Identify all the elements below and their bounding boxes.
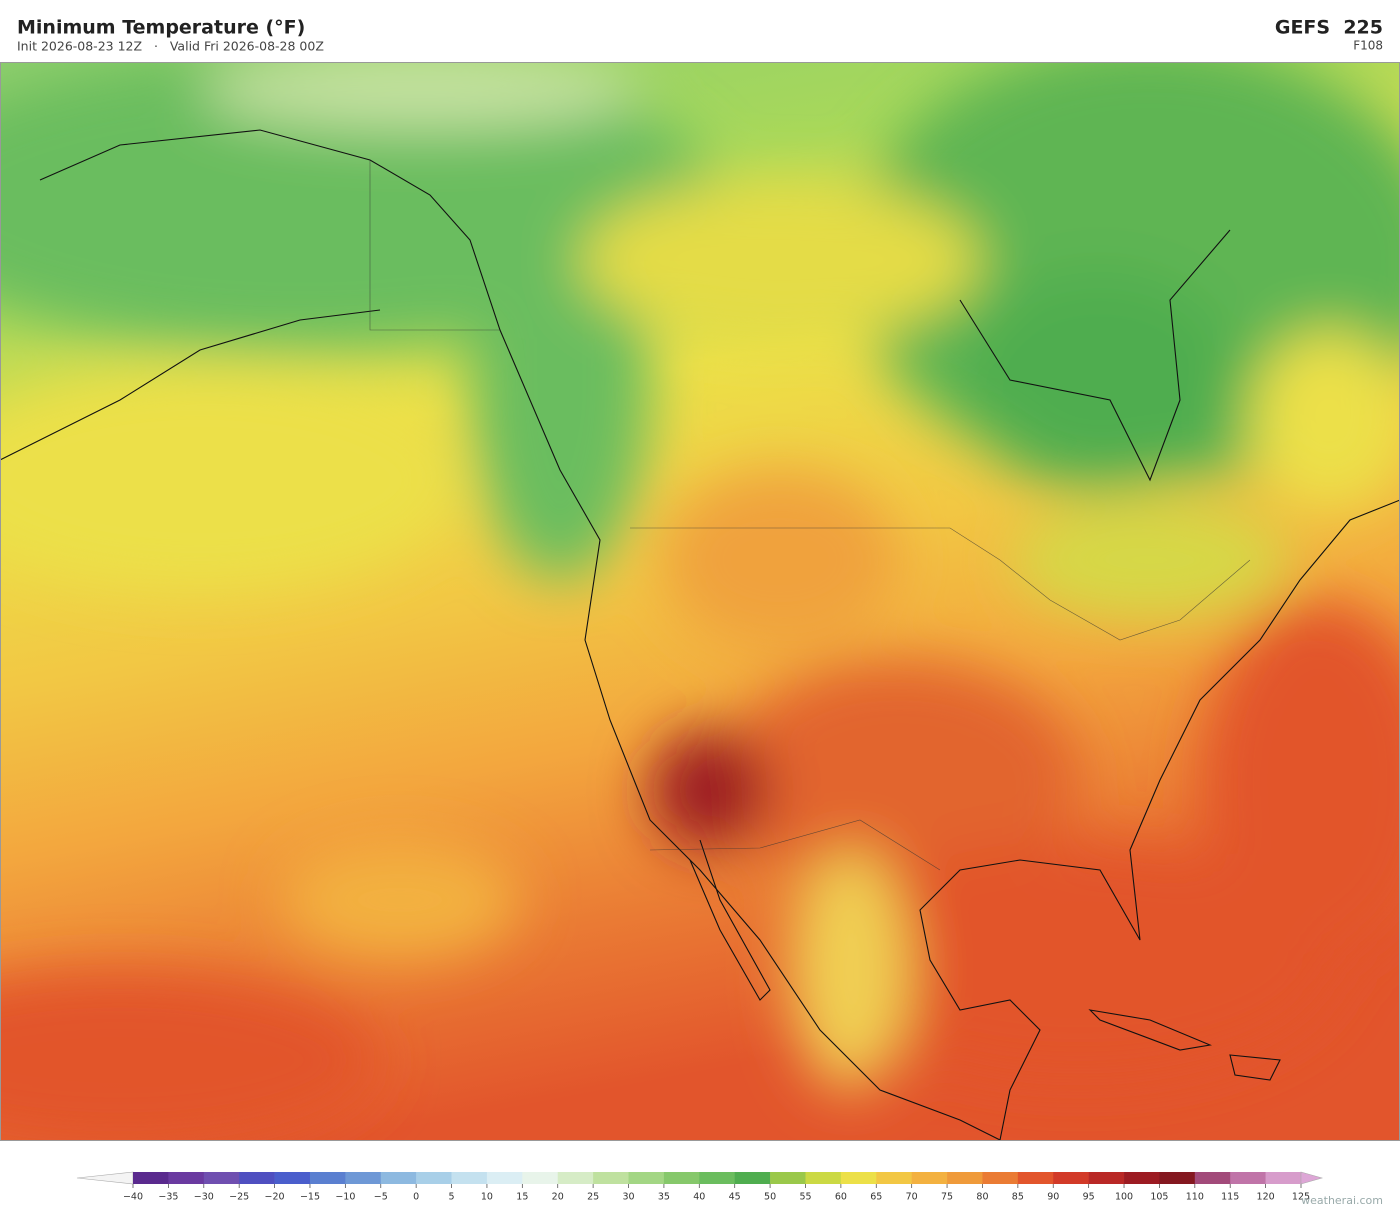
colorbar-tick-label: 65 — [870, 1192, 882, 1203]
colorbar-bin — [911, 1172, 948, 1184]
colorbar-bin — [274, 1172, 311, 1184]
coastlines — [0, 129, 1400, 1140]
colorbar-bin — [628, 1172, 665, 1184]
colorbar-tick-label: 55 — [799, 1192, 811, 1203]
colorbar-tick-label: 45 — [729, 1192, 741, 1203]
colorbar-tick-label: 75 — [941, 1192, 953, 1203]
colorbar-tick-label: 110 — [1186, 1192, 1204, 1203]
colorbar-tick-label: 115 — [1221, 1192, 1239, 1203]
colorbar-tick-label: 50 — [764, 1192, 776, 1203]
colorbar-tick-label: −5 — [374, 1192, 388, 1203]
colorbar-bin — [557, 1172, 594, 1184]
colorbar-bin — [239, 1172, 275, 1184]
colorbar-bin — [1053, 1172, 1089, 1184]
colorbar-tick-label: −15 — [300, 1192, 320, 1203]
colorbar-bin — [840, 1172, 877, 1184]
colorbar-tick-label: −20 — [265, 1192, 285, 1203]
colorbar-bin — [805, 1172, 842, 1184]
colorbar-tick-label: −10 — [335, 1192, 355, 1203]
colorbar-tick-label: 85 — [1012, 1192, 1024, 1203]
colorbar-bin — [168, 1172, 205, 1184]
over-triangle — [1300, 1171, 1324, 1185]
colorbar-bin — [1017, 1172, 1054, 1184]
credit: weatherai.com — [1301, 1194, 1383, 1207]
colorbar-tick-label: 90 — [1047, 1192, 1059, 1203]
forecast-hour: F108 — [1353, 39, 1383, 53]
colorbar-bin — [309, 1172, 346, 1184]
colorbar-bin — [451, 1172, 488, 1184]
map — [0, 62, 1400, 1141]
colorbar-bin — [416, 1172, 452, 1184]
colorbar-tick-label: −25 — [229, 1192, 249, 1203]
colorbar-tick-label: 105 — [1150, 1192, 1168, 1203]
temperature-field — [0, 62, 1400, 1140]
colorbar-bin — [380, 1172, 417, 1184]
colorbar-tick-label: 30 — [622, 1192, 634, 1203]
colorbar-bin — [486, 1172, 523, 1184]
colorbar-tick-label: 35 — [658, 1192, 670, 1203]
colorbar-tick-label: 60 — [835, 1192, 847, 1203]
colorbar-tick-label: 120 — [1257, 1192, 1275, 1203]
colorbar-bin — [345, 1172, 382, 1184]
colorbar-tick-label: −35 — [158, 1192, 178, 1203]
colorbar-tick-label: 70 — [906, 1192, 918, 1203]
colorbar-bin — [663, 1172, 700, 1184]
colorbar-tick-label: 5 — [449, 1192, 455, 1203]
colorbar-tick-label: −40 — [123, 1192, 143, 1203]
colorbar-tick-label: 10 — [481, 1192, 493, 1203]
colorbar-bin — [699, 1172, 735, 1184]
colorbar-bin — [203, 1172, 240, 1184]
colorbar-tick-label: 125 — [1292, 1192, 1310, 1203]
colorbar-tick-label: 0 — [413, 1192, 419, 1203]
subtitle: Init 2026-08-23 12Z · Valid Fri 2026-08-… — [17, 39, 324, 54]
colorbar-tick-label: 100 — [1115, 1192, 1133, 1203]
colorbar-bin — [1265, 1172, 1302, 1184]
under-triangle — [76, 1171, 134, 1185]
colorbar-bin — [1159, 1172, 1196, 1184]
colorbar-bin — [1230, 1172, 1266, 1184]
colorbar-tick-label: 20 — [552, 1192, 564, 1203]
title: Minimum Temperature (°F) — [17, 17, 305, 39]
borders — [369, 160, 1251, 871]
colorbar-bin — [1194, 1172, 1231, 1184]
colorbar-tick-label: 80 — [976, 1192, 988, 1203]
colorbar-bin — [522, 1172, 559, 1184]
colorbar-bin — [133, 1172, 169, 1184]
colorbar-bin — [593, 1172, 629, 1184]
colorbar-bin — [1124, 1172, 1160, 1184]
colorbar-bin — [1088, 1172, 1125, 1184]
model-name: GEFS 225 — [1275, 17, 1383, 39]
colorbar-bin — [770, 1172, 806, 1184]
colorbar-bin — [734, 1172, 771, 1184]
colorbar-tick-label: −30 — [194, 1192, 214, 1203]
colorbar-tick-label: 95 — [1083, 1192, 1095, 1203]
colorbar-bin — [982, 1172, 1019, 1184]
colorbar-tick-label: 25 — [587, 1192, 599, 1203]
colorbar-tick-label: 15 — [516, 1192, 528, 1203]
colorbar-bin — [876, 1172, 912, 1184]
colorbar-tick-label: 40 — [693, 1192, 705, 1203]
colorbar: −40 −35 −30 −25 −20 −15 −10 −5 0 5 10 15 20 25 30 35 40 4… — [76, 1171, 1324, 1203]
colorbar-bin — [947, 1172, 983, 1184]
